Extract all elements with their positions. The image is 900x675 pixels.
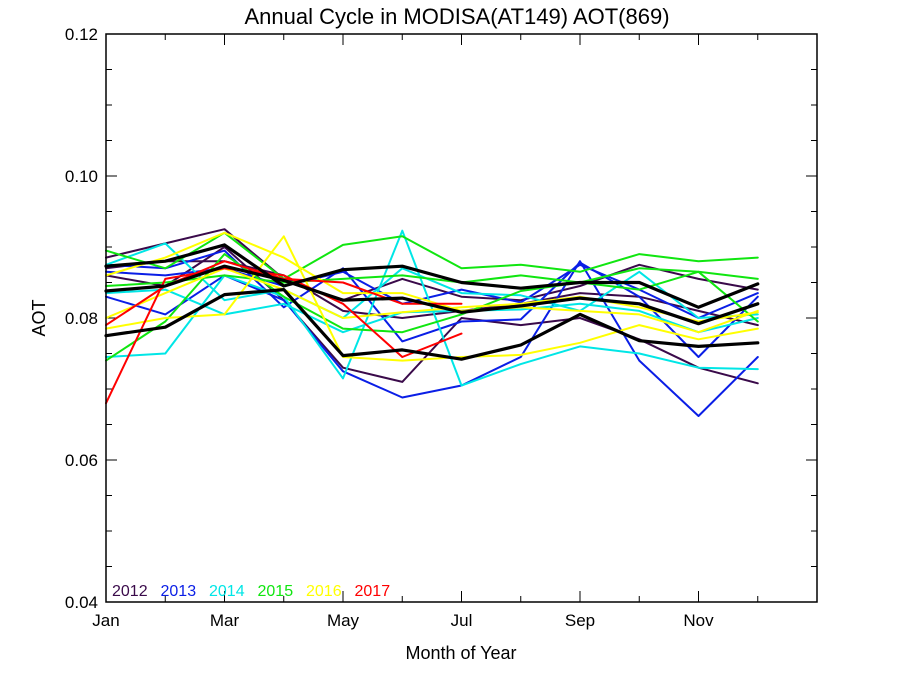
legend-entry-2012: 2012 <box>112 583 148 600</box>
series-line-2014 <box>105 288 759 334</box>
series-line-2015 <box>105 267 759 287</box>
series-line-2014 <box>105 229 759 387</box>
legend-entry-2017: 2017 <box>355 583 391 600</box>
series-line-2013 <box>105 260 759 417</box>
x-tick-label: May <box>327 611 360 630</box>
series-line-2012 <box>105 228 759 302</box>
x-tick-label: Jan <box>92 611 119 630</box>
series-layer <box>104 228 760 417</box>
series-line-2014 <box>105 242 759 319</box>
plot-frame <box>105 33 818 603</box>
y-tick-label: 0.10 <box>65 167 98 186</box>
series-line-2017 <box>105 267 463 405</box>
series-line-mean <box>104 264 760 326</box>
x-axis-label: Month of Year <box>405 643 516 663</box>
series-line-mean <box>104 243 760 309</box>
tick-label-layer: 0.04 0.06 0.08 0.10 0.12 Jan Mar May Jul Sep Nov <box>65 25 714 630</box>
x-tick-label: Sep <box>565 611 595 630</box>
series-line-2016 <box>105 267 759 323</box>
legend-entry-2013: 2013 <box>161 583 197 600</box>
series-line-2016 <box>105 231 759 334</box>
series-line-2016 <box>105 235 759 362</box>
y-tick-label: 0.06 <box>65 451 98 470</box>
y-axis-label: AOT <box>29 299 49 336</box>
chart-title: Annual Cycle in MODISA(AT149) AOT(869) <box>244 4 669 29</box>
x-tick-label: Jul <box>451 611 473 630</box>
y-tick-label: 0.08 <box>65 309 98 328</box>
legend: 2012 2013 2014 2015 2016 2017 <box>112 583 390 600</box>
y-tick-label: 0.12 <box>65 25 98 44</box>
x-tick-label: Mar <box>210 611 240 630</box>
series-line-2015 <box>105 231 759 280</box>
series-line-mean <box>104 288 760 361</box>
legend-entry-2014: 2014 <box>209 583 245 600</box>
x-tick-label: Nov <box>683 611 714 630</box>
legend-entry-2015: 2015 <box>258 583 294 600</box>
tick-layer <box>105 33 818 603</box>
series-line-2012 <box>105 260 759 327</box>
y-tick-label: 0.04 <box>65 593 98 612</box>
legend-entry-2016: 2016 <box>306 583 342 600</box>
